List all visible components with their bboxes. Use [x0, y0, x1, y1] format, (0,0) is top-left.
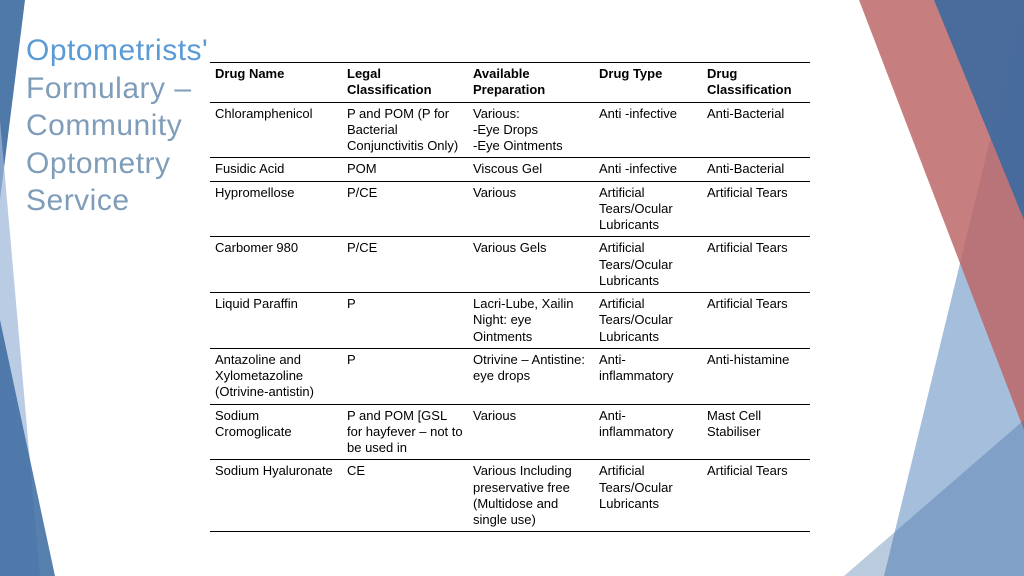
table-body: ChloramphenicolP and POM (P for Bacteria… — [210, 102, 810, 532]
col-drug-name: Drug Name — [210, 63, 342, 103]
table-cell: Anti -infective — [594, 102, 702, 158]
table-cell: Artificial Tears/Ocular Lubricants — [594, 460, 702, 532]
table-row: Sodium HyaluronateCEVarious Including pr… — [210, 460, 810, 532]
table-cell: Various — [468, 181, 594, 237]
table-cell: Anti -infective — [594, 158, 702, 181]
table-row: Antazoline and Xylometazoline (Otrivine-… — [210, 348, 810, 404]
col-drug-type: Drug Type — [594, 63, 702, 103]
table-cell: Viscous Gel — [468, 158, 594, 181]
table-cell: Mast Cell Stabiliser — [702, 404, 810, 460]
table-row: ChloramphenicolP and POM (P for Bacteria… — [210, 102, 810, 158]
table-cell: Otrivine – Antistine: eye drops — [468, 348, 594, 404]
table-cell: Sodium Cromoglicate — [210, 404, 342, 460]
table-cell: P — [342, 348, 468, 404]
table-cell: Carbomer 980 — [210, 237, 342, 293]
table-cell: Anti-inflammatory — [594, 348, 702, 404]
formulary-table-wrap: Drug Name Legal Classification Available… — [210, 62, 810, 532]
title-line-0: Optometrists' — [26, 32, 206, 70]
title-line-4: Service — [26, 182, 206, 220]
table-row: Fusidic AcidPOMViscous GelAnti -infectiv… — [210, 158, 810, 181]
table-cell: Antazoline and Xylometazoline (Otrivine-… — [210, 348, 342, 404]
table-cell: Artificial Tears — [702, 181, 810, 237]
table-cell: P — [342, 293, 468, 349]
table-row: Sodium CromoglicateP and POM [GSL for ha… — [210, 404, 810, 460]
col-drug-classification: Drug Classification — [702, 63, 810, 103]
table-cell: Artificial Tears — [702, 237, 810, 293]
slide-title: Optometrists' Formulary – Community Opto… — [26, 32, 206, 220]
table-head: Drug Name Legal Classification Available… — [210, 63, 810, 103]
table-cell: P/CE — [342, 237, 468, 293]
table-cell: Hypromellose — [210, 181, 342, 237]
col-legal-classification: Legal Classification — [342, 63, 468, 103]
table-cell: CE — [342, 460, 468, 532]
table-cell: P and POM (P for Bacterial Conjunctiviti… — [342, 102, 468, 158]
table-row: HypromelloseP/CEVariousArtificial Tears/… — [210, 181, 810, 237]
table-row: Carbomer 980P/CEVarious GelsArtificial T… — [210, 237, 810, 293]
table-cell: Artificial Tears/Ocular Lubricants — [594, 293, 702, 349]
table-cell: P and POM [GSL for hayfever – not to be … — [342, 404, 468, 460]
table-cell: Anti-Bacterial — [702, 102, 810, 158]
table-cell: Sodium Hyaluronate — [210, 460, 342, 532]
title-line-1: Formulary – — [26, 70, 206, 108]
col-available-preparation: Available Preparation — [468, 63, 594, 103]
table-cell: Various — [468, 404, 594, 460]
table-cell: Artificial Tears — [702, 293, 810, 349]
table-cell: Various Including preservative free (Mul… — [468, 460, 594, 532]
table-cell: Chloramphenicol — [210, 102, 342, 158]
slide: Optometrists' Formulary – Community Opto… — [0, 0, 1024, 576]
table-cell: Anti-Bacterial — [702, 158, 810, 181]
table-cell: Artificial Tears — [702, 460, 810, 532]
table-header-row: Drug Name Legal Classification Available… — [210, 63, 810, 103]
title-line-2: Community — [26, 107, 206, 145]
table-cell: Liquid Paraffin — [210, 293, 342, 349]
formulary-table: Drug Name Legal Classification Available… — [210, 62, 810, 532]
table-cell: POM — [342, 158, 468, 181]
table-cell: Various Gels — [468, 237, 594, 293]
table-cell: P/CE — [342, 181, 468, 237]
table-cell: Anti-inflammatory — [594, 404, 702, 460]
table-cell: Fusidic Acid — [210, 158, 342, 181]
table-cell: Artificial Tears/Ocular Lubricants — [594, 181, 702, 237]
table-cell: Lacri-Lube, Xailin Night: eye Ointments — [468, 293, 594, 349]
table-cell: Anti-histamine — [702, 348, 810, 404]
table-cell: Various:-Eye Drops-Eye Ointments — [468, 102, 594, 158]
table-row: Liquid ParaffinPLacri-Lube, Xailin Night… — [210, 293, 810, 349]
table-cell: Artificial Tears/Ocular Lubricants — [594, 237, 702, 293]
title-line-3: Optometry — [26, 145, 206, 183]
